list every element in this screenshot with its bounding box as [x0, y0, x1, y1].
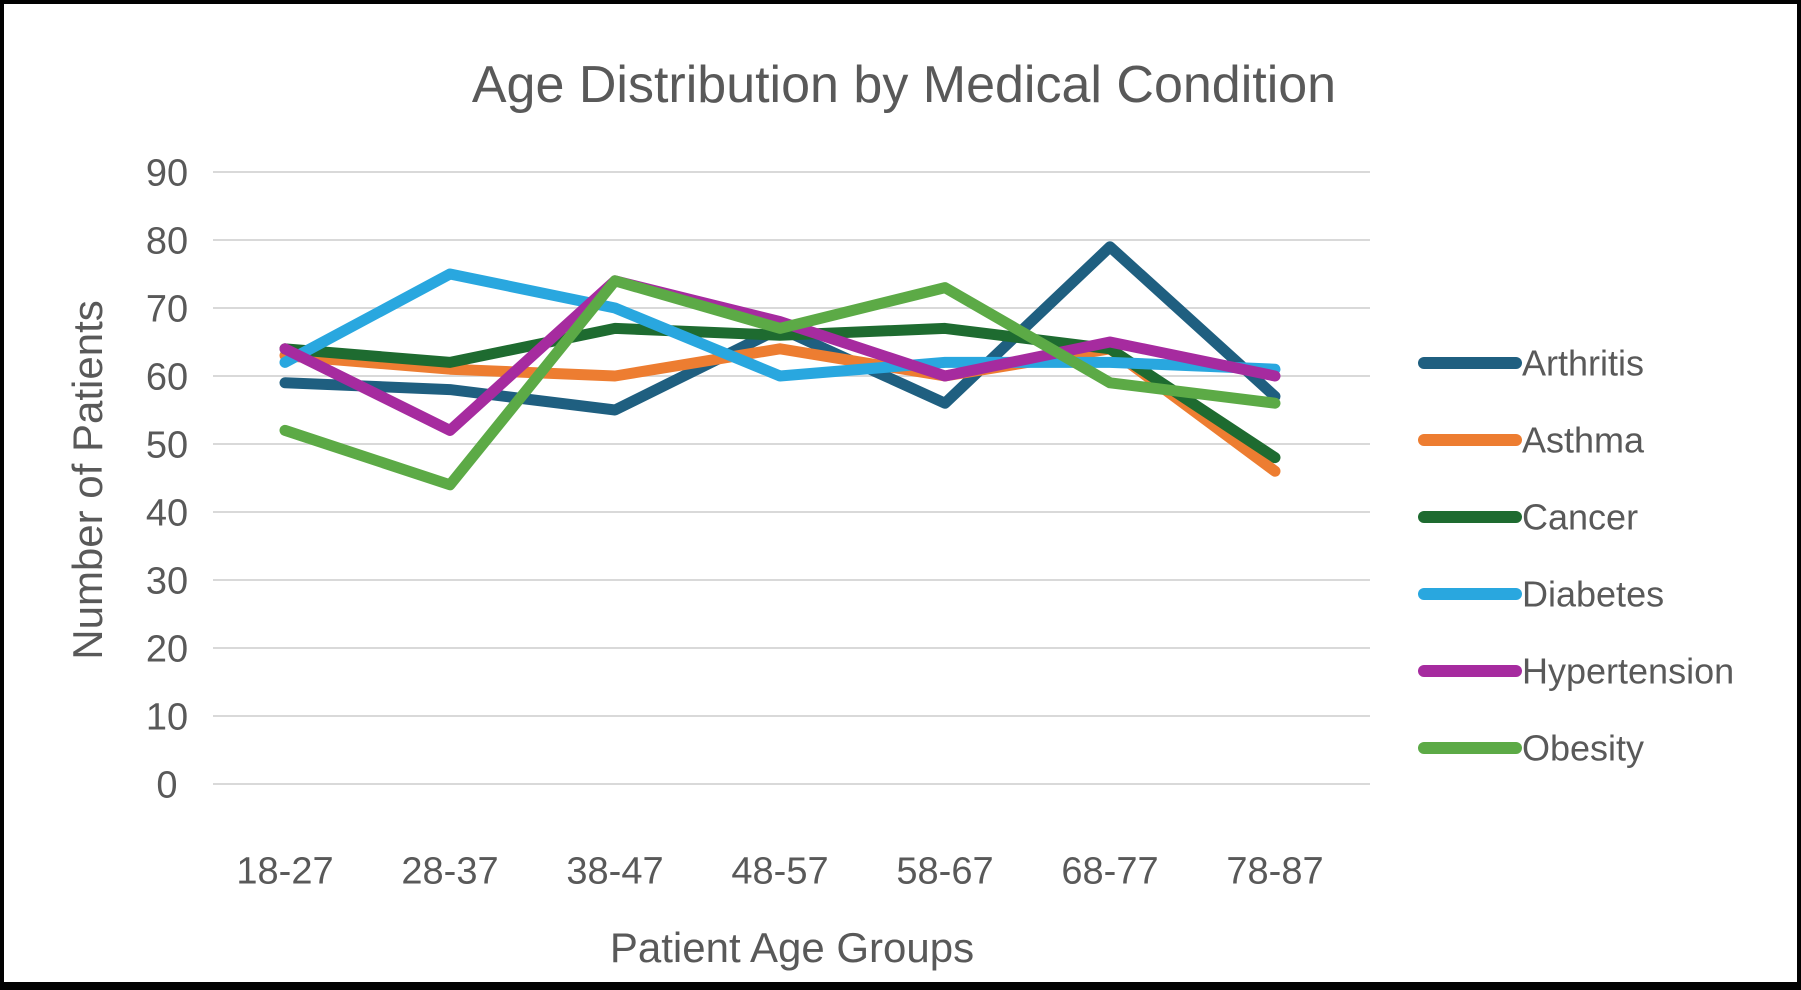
y-tick-label: 10 [146, 696, 188, 738]
series-line-hypertension [279, 275, 1281, 436]
legend-label: Arthritis [1522, 343, 1644, 384]
line-chart: 0 10 20 30 40 50 60 70 80 90 18-27 28-37 38-47 48-57… [64, 56, 1734, 971]
x-tick-label: 58-67 [896, 850, 993, 892]
x-tick-labels-group: 18-27 28-37 38-47 48-57 58-67 68-77 78-87 [236, 850, 1323, 892]
chart-title: Age Distribution by Medical Condition [472, 56, 1336, 114]
x-tick-label: 28-37 [401, 850, 498, 892]
legend-label: Asthma [1522, 420, 1645, 461]
legend-item-obesity: Obesity [1418, 728, 1644, 769]
y-tick-label: 80 [146, 220, 188, 262]
y-axis-title: Number of Patients [64, 300, 111, 660]
x-tick-label: 68-77 [1061, 850, 1158, 892]
y-tick-label: 60 [146, 356, 188, 398]
series-line-diabetes [279, 268, 1281, 382]
x-tick-label: 78-87 [1226, 850, 1323, 892]
legend-group: Arthritis Asthma Cancer Diabetes Hypertensio… [1418, 343, 1734, 769]
legend-label: Cancer [1522, 497, 1638, 538]
legend-item-asthma: Asthma [1418, 420, 1645, 461]
x-tick-label: 18-27 [236, 850, 333, 892]
x-axis-title: Patient Age Groups [610, 924, 974, 971]
y-tick-label: 50 [146, 424, 188, 466]
y-tick-label: 40 [146, 492, 188, 534]
x-tick-label: 38-47 [566, 850, 663, 892]
legend-label: Hypertension [1522, 651, 1734, 692]
y-tick-label: 70 [146, 288, 188, 330]
y-tick-label: 20 [146, 628, 188, 670]
series-line-obesity [279, 275, 1281, 491]
y-tick-label: 0 [156, 764, 177, 806]
y-tick-labels-group: 0 10 20 30 40 50 60 70 80 90 [146, 152, 188, 806]
legend-item-hypertension: Hypertension [1418, 651, 1734, 692]
legend-item-diabetes: Diabetes [1418, 574, 1664, 615]
legend-label: Diabetes [1522, 574, 1664, 615]
y-tick-label: 90 [146, 152, 188, 194]
legend-label: Obesity [1522, 728, 1644, 769]
x-tick-label: 48-57 [731, 850, 828, 892]
legend-item-arthritis: Arthritis [1418, 343, 1644, 384]
series-lines-group [279, 241, 1281, 491]
legend-item-cancer: Cancer [1418, 497, 1638, 538]
gridlines-group [213, 171, 1370, 785]
y-tick-label: 30 [146, 560, 188, 602]
series-line-cancer [279, 322, 1281, 464]
